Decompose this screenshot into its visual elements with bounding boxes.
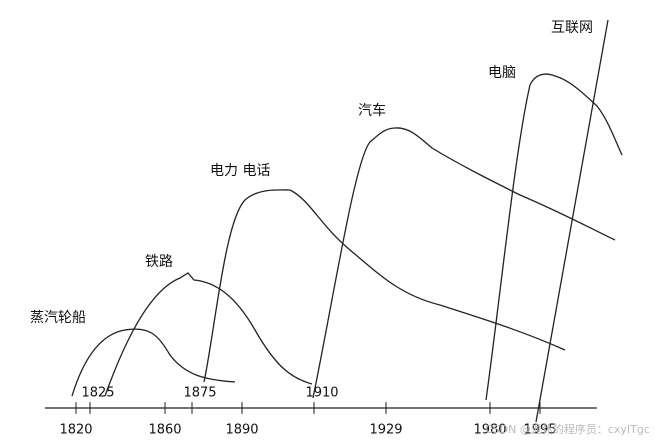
year-label: 1995: [523, 423, 556, 438]
railway-curve: [104, 272, 313, 397]
curves: [45, 19, 623, 423]
year-label: 1875: [183, 386, 216, 401]
watermark: CSDN @退休的程序员：cxyITgc: [485, 422, 650, 436]
wave-label: 电脑: [488, 65, 516, 81]
year-label: 1890: [225, 423, 258, 438]
wave-label: 汽车: [358, 102, 386, 119]
year-label: 1820: [59, 423, 92, 438]
year-label: 1860: [148, 423, 181, 438]
year-label: 1825: [81, 386, 114, 401]
year-label: 1910: [305, 386, 338, 401]
internet-curve: [535, 19, 609, 423]
wave-label: 互联网: [551, 20, 593, 36]
wave-label: 铁路: [145, 254, 173, 270]
wave-label: 蒸汽轮船: [30, 310, 86, 326]
labels: 蒸汽轮船 铁路 电力 电话 汽车 电脑 互联网: [30, 20, 593, 326]
ticks: 1820 1860 1890 1929 1980 1995 1825 1875 1910: [59, 386, 556, 438]
year-label: 1980: [473, 423, 506, 438]
computer-curve: [485, 73, 623, 401]
electric-curve: [203, 189, 566, 383]
car-curve: [312, 127, 616, 399]
steamship-curve: [71, 328, 236, 397]
wave-label: 电力 电话: [210, 163, 270, 179]
year-label: 1929: [369, 423, 402, 438]
